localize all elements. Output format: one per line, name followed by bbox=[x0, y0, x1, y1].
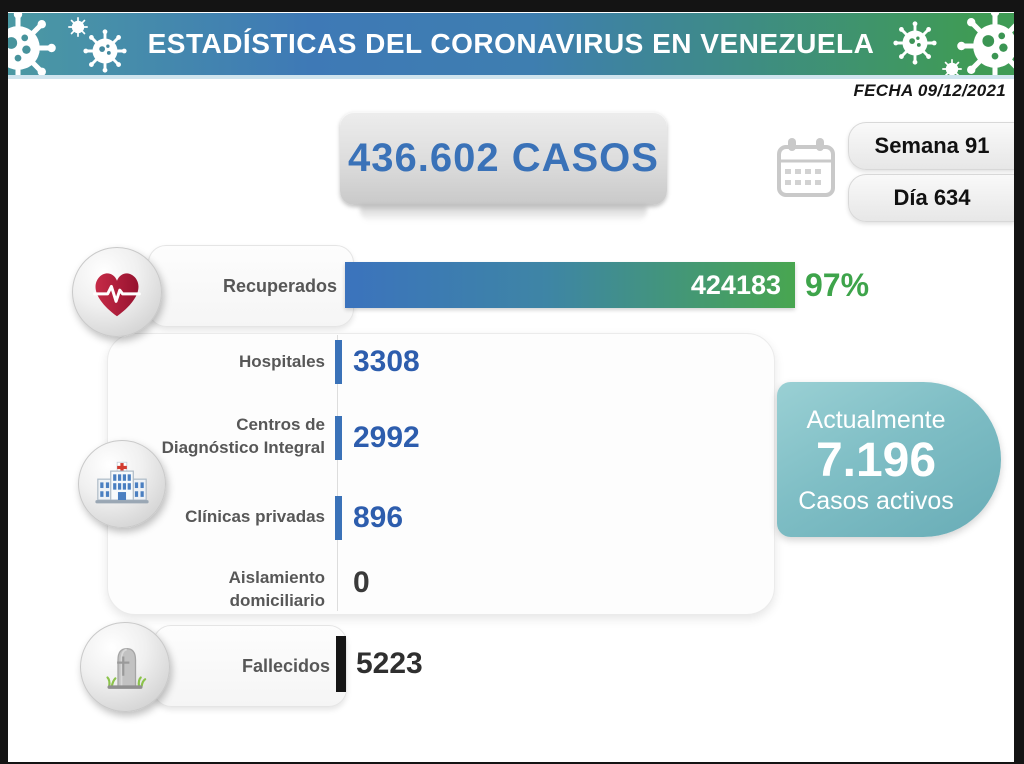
facility-label-hospitales: Hospitales bbox=[239, 352, 325, 371]
facility-value-clinicas: 896 bbox=[353, 501, 404, 534]
active-cases-subcaption: Casos activos bbox=[798, 486, 954, 515]
facility-value-cdi: 2992 bbox=[353, 421, 420, 454]
recovered-label: Recuperados bbox=[222, 275, 337, 296]
virus-icon bbox=[83, 29, 127, 73]
facility-label-aislamiento: Aislamiento domiciliario bbox=[228, 568, 325, 610]
total-cases-box: 436.602 CASOS bbox=[340, 112, 667, 205]
facility-label-cdi: Centros de Diagnóstico Integral bbox=[161, 415, 325, 457]
recovered-badge bbox=[72, 247, 162, 337]
hospital-icon bbox=[95, 461, 149, 504]
recovered-label-pill: Recuperados bbox=[148, 245, 354, 327]
deceased-value: 5223 bbox=[356, 647, 423, 680]
page-title: ESTADÍSTICAS DEL CORONAVIRUS EN VENEZUEL… bbox=[147, 28, 875, 59]
active-cases-box: Actualmente 7.196 Casos activos bbox=[777, 382, 1001, 537]
deceased-tick bbox=[336, 636, 346, 692]
infographic-page: ESTADÍSTICAS DEL CORONAVIRUS EN VENEZUEL… bbox=[8, 12, 1014, 762]
deceased-label-pill: Fallecidos bbox=[153, 625, 347, 707]
recovered-percent: 97% bbox=[805, 267, 870, 303]
facilities-divider bbox=[337, 335, 338, 611]
report-date: FECHA 09/12/2021 bbox=[853, 81, 1006, 100]
header-banner: ESTADÍSTICAS DEL CORONAVIRUS EN VENEZUEL… bbox=[8, 13, 1014, 75]
facility-label-clinicas: Clínicas privadas bbox=[185, 507, 325, 526]
facilities-panel bbox=[107, 333, 775, 615]
recovered-bar: 424183 bbox=[345, 262, 795, 308]
virus-icon bbox=[957, 13, 1014, 75]
tombstone-icon bbox=[106, 647, 147, 689]
calendar-icon bbox=[777, 138, 835, 197]
deceased-label: Fallecidos bbox=[241, 655, 330, 676]
facility-tick bbox=[335, 496, 342, 540]
facility-value-aislamiento: 0 bbox=[353, 566, 370, 599]
recovered-value: 424183 bbox=[690, 269, 781, 300]
virus-icon bbox=[8, 13, 56, 75]
facility-value-hospitales: 3308 bbox=[353, 345, 420, 378]
active-cases-value: 7.196 bbox=[815, 433, 937, 487]
banner-underline bbox=[8, 75, 1014, 79]
virus-icon bbox=[942, 59, 962, 75]
facilities-badge bbox=[78, 440, 166, 528]
active-cases-caption: Actualmente bbox=[806, 405, 946, 434]
virus-icon bbox=[68, 17, 88, 37]
week-pill: Semana 91 bbox=[848, 122, 1014, 170]
heart-ecg-icon bbox=[93, 273, 141, 317]
virus-icon bbox=[893, 21, 937, 65]
facility-tick bbox=[335, 416, 342, 460]
total-cases-value: 436.602 CASOS bbox=[348, 136, 659, 180]
facility-tick bbox=[335, 340, 342, 384]
deceased-badge bbox=[80, 622, 170, 712]
day-pill: Día 634 bbox=[848, 174, 1014, 222]
